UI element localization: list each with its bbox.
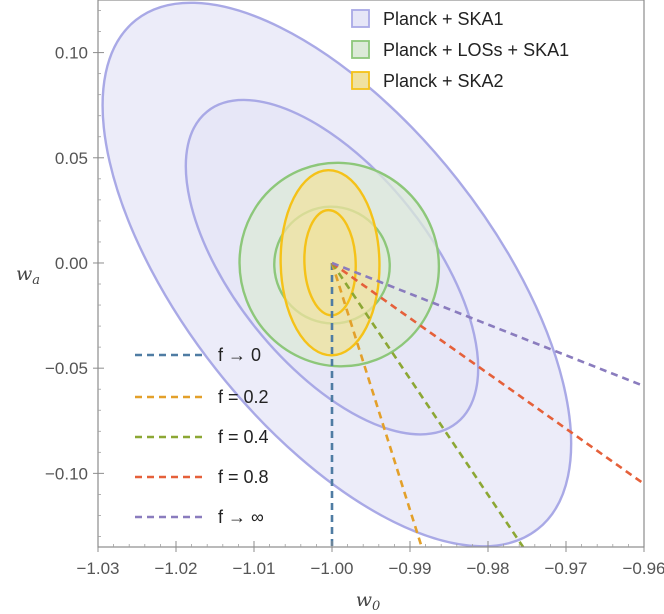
x-tick-label-m0-97: −0.97 — [544, 559, 587, 578]
legend-label-planck-loss-ska1: Planck + LOSs + SKA1 — [383, 40, 569, 60]
legend-label-f-0-4: f = 0.4 — [218, 427, 269, 447]
ticks-layer: −1.03 −1.02 −1.01 −1.00 −0.99 −0.98 −0.97 −0.96… — [45, 10, 664, 578]
line-f-0-4 — [330, 262, 525, 547]
x-tick-label-m0-99: −0.99 — [388, 559, 431, 578]
legend-item-planck-loss-ska1: Planck + LOSs + SKA1 — [351, 40, 569, 60]
legend-label-f-infinity: f → ∞ — [218, 507, 264, 527]
line-f-0-8 — [331, 261, 644, 485]
y-tick-label-0-00: 0.00 — [55, 254, 88, 273]
legend-label-planck-ska1: Planck + SKA1 — [383, 9, 504, 29]
y-tick-label-0-10: 0.10 — [55, 44, 88, 63]
legend-label-f-0-2: f = 0.2 — [218, 387, 269, 407]
legend-item-f-0-8: f = 0.8 — [135, 467, 269, 487]
x-axis-label: w0 — [356, 589, 381, 614]
plot-frame — [97, 0, 645, 548]
legend-item-planck-ska2: Planck + SKA2 — [351, 71, 504, 91]
y-tick-label-m0-10: −0.10 — [45, 464, 88, 483]
legend-item-planck-ska1: Planck + SKA1 — [351, 9, 504, 29]
legend-lines: f → 0 f = 0.2 f = 0.4 f = 0.8 f → ∞ — [135, 345, 269, 527]
legend-item-f-infinity: f → ∞ — [135, 507, 264, 527]
x-tick-label-m0-96: −0.96 — [622, 559, 664, 578]
x-tick-label-m0-98: −0.98 — [466, 559, 509, 578]
line-f-infinity — [331, 261, 644, 388]
legend-item-f-zero: f → 0 — [135, 345, 261, 365]
legend-swatch-planck-ska2 — [351, 71, 370, 90]
x-tick-label-m1-03: −1.03 — [76, 559, 119, 578]
legend-label-planck-ska2: Planck + SKA2 — [383, 71, 504, 91]
legend-swatch-planck-loss-ska1 — [351, 40, 370, 59]
line-f-0-2 — [330, 262, 423, 547]
y-axis-label: wa — [16, 263, 40, 288]
x-tick-label-m1-00: −1.00 — [310, 559, 353, 578]
x-tick-label-m1-01: −1.01 — [232, 559, 275, 578]
legend-label-f-0-8: f = 0.8 — [218, 467, 269, 487]
x-tick-label-m1-02: −1.02 — [154, 559, 197, 578]
legend-item-f-0-2: f = 0.2 — [135, 387, 269, 407]
y-tick-label-0-05: 0.05 — [55, 149, 88, 168]
legend-item-f-0-4: f = 0.4 — [135, 427, 269, 447]
legend-contours: Planck + SKA1 Planck + LOSs + SKA1 Planc… — [351, 9, 569, 91]
y-tick-label-m0-05: −0.05 — [45, 359, 88, 378]
legend-swatch-planck-ska1 — [351, 9, 370, 28]
lines-layer — [330, 261, 644, 547]
legend-label-f-zero: f → 0 — [218, 345, 261, 365]
